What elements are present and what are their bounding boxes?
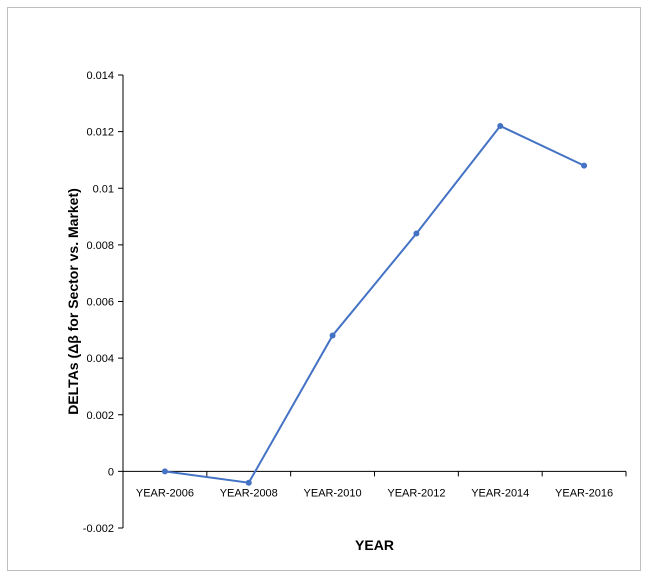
x-tick-label: YEAR-2016 <box>555 487 613 499</box>
y-axis-ticks: -0.002 0 0.002 0.004 0.006 0.008 0.01 0.012 0.01… <box>83 70 123 535</box>
y-tick-label: 0 <box>108 466 114 478</box>
axes <box>122 75 626 528</box>
data-point <box>497 122 504 129</box>
x-tick-label: YEAR-2008 <box>220 487 278 499</box>
y-axis-title: DELTAs (Δβ for Sector vs. Market) <box>65 188 81 415</box>
data-point <box>413 230 420 237</box>
series-line <box>164 124 585 484</box>
y-tick-label: 0.004 <box>86 353 114 365</box>
y-tick-label: 0.008 <box>86 240 114 252</box>
y-tick-label: 0.012 <box>86 127 114 139</box>
data-point <box>581 162 588 169</box>
x-tick-label: YEAR-2006 <box>136 487 194 499</box>
data-point <box>161 468 168 475</box>
y-tick-label: 0.002 <box>86 410 114 422</box>
x-tick-label: YEAR-2010 <box>304 487 362 499</box>
data-point <box>329 332 336 339</box>
x-tick-label: YEAR-2012 <box>387 487 445 499</box>
y-tick-label: 0.006 <box>86 297 114 309</box>
data-point <box>245 479 252 486</box>
x-axis-ticks: YEAR-2006 YEAR-2008 YEAR-2010 YEAR-2012 YEAR… <box>122 471 627 499</box>
series-group <box>161 122 588 486</box>
chart-frame <box>7 7 641 571</box>
x-axis-title: YEAR <box>355 537 394 553</box>
y-tick-label: 0.01 <box>93 183 114 195</box>
x-tick-label: YEAR-2014 <box>471 487 529 499</box>
y-tick-label: -0.002 <box>83 523 114 535</box>
y-tick-label: 0.014 <box>86 70 114 82</box>
